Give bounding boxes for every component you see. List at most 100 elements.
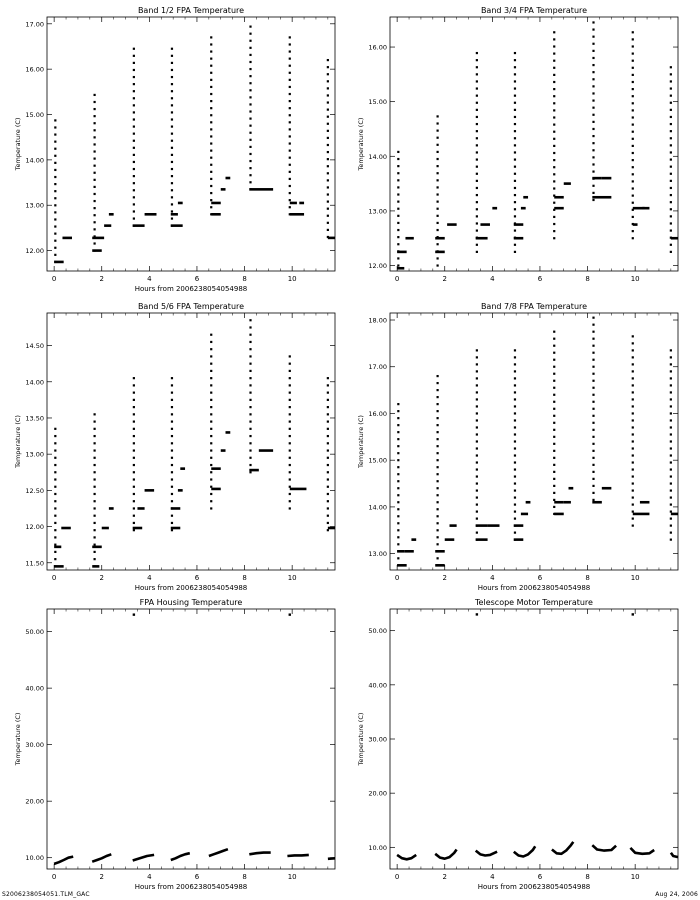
data-point [93,521,96,525]
data-point [210,507,213,510]
data-point [210,191,213,195]
data-point [631,95,634,98]
data-point [513,51,517,55]
data-segment [225,431,231,434]
data-point [513,405,517,408]
data-point [397,494,400,497]
data-point [397,172,400,175]
data-point [288,114,291,117]
data-point [592,351,595,354]
data-point [54,154,57,157]
y-tick-label: 15.00 [368,457,387,465]
y-tick-label: 15.00 [368,98,387,106]
data-point [475,51,478,55]
data-point [326,200,329,203]
data-segment [523,195,529,199]
data-point [513,496,517,499]
data-point [592,470,595,473]
data-point [210,85,213,89]
data-point [592,498,595,502]
y-tick-label: 13.00 [25,202,44,210]
data-point [397,557,400,560]
data-point [288,434,291,438]
data-point [513,468,517,471]
data-point [54,550,57,554]
data-point [288,362,291,365]
data-point [631,102,634,105]
y-tick-label: 17.00 [25,20,44,28]
data-point [475,130,478,133]
data-point [93,543,96,546]
data-point [631,144,634,148]
data-point [288,163,291,166]
data-segment [601,486,612,490]
data-point [513,426,517,429]
data-point [249,60,252,64]
data-point [553,386,556,389]
data-point [288,199,291,202]
data-point [513,101,517,104]
data-point [54,119,57,122]
data-point [210,492,213,496]
data-point [669,363,672,366]
data-point [326,73,329,76]
data-point [397,529,400,532]
data-segment [62,236,72,240]
data-point [288,50,291,53]
data-point [288,107,291,110]
data-series-line [434,848,458,861]
data-point [249,159,252,163]
data-point [513,510,517,513]
data-point [210,398,213,401]
data-series-line [551,841,575,856]
data-point [592,330,595,333]
data-point [249,75,252,78]
data-point [592,28,595,31]
data-point [475,510,478,513]
data-point [669,405,672,408]
data-point [249,362,252,365]
data-point [669,461,672,464]
data-point [54,536,57,539]
data-point [513,503,517,506]
data-point [397,501,400,504]
data-point [631,187,634,190]
x-tick-label: 2 [100,873,104,881]
data-point [288,64,291,67]
data-point [553,442,556,445]
data-segment [225,176,231,180]
data-point [669,215,672,218]
data-point [669,80,672,83]
data-point [93,449,96,452]
data-point [397,243,400,246]
data-point [631,109,634,112]
data-point [326,492,329,496]
y-tick-label: 10.00 [25,854,44,862]
data-point [93,107,96,111]
plot-frame [389,312,679,571]
data-segment [563,500,571,504]
data-point [397,466,400,469]
data-point [669,144,672,147]
data-point [669,398,672,401]
data-point [249,117,252,120]
data-point [436,452,439,455]
data-point [397,257,400,260]
data-point [210,107,213,110]
x-tick-label: 4 [490,873,495,881]
data-point [631,454,634,457]
data-point [210,156,213,159]
data-point [288,384,291,387]
data-point [170,97,174,100]
data-point [475,215,478,218]
data-point [326,449,329,452]
data-point [132,111,135,114]
data-point [553,421,556,424]
data-segment [54,565,64,568]
data-point [669,468,672,471]
data-point [93,536,96,539]
data-segment [475,524,488,527]
data-point [436,374,439,378]
data-point [436,136,439,139]
data-point [93,221,96,224]
